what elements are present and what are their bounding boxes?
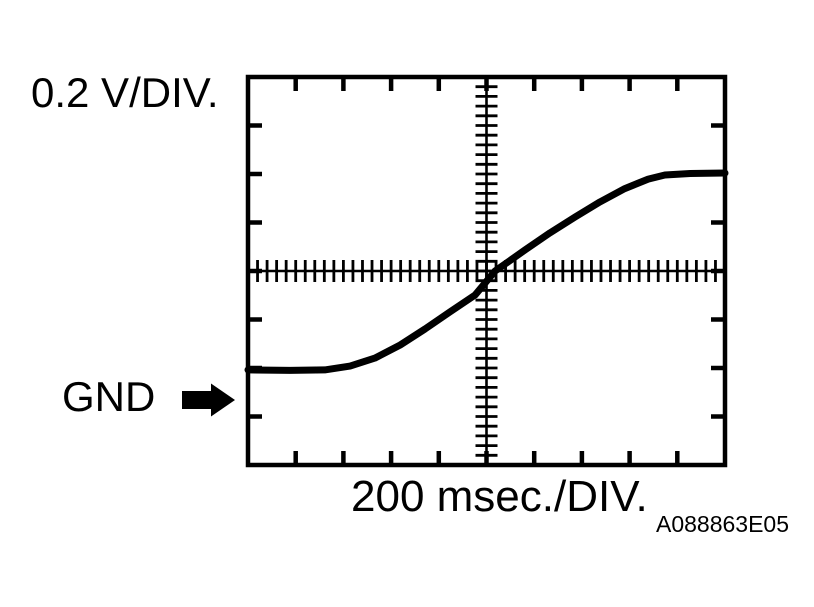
volts-per-div-label: 0.2 V/DIV. <box>31 69 219 116</box>
waveform-trace <box>244 169 729 374</box>
gnd-arrow-icon <box>182 383 235 417</box>
time-per-div-label: 200 msec./DIV. <box>351 472 648 521</box>
scope-graticule <box>245 74 728 468</box>
figure-code: A088863E05 <box>656 511 790 537</box>
gnd-label: GND <box>62 373 156 420</box>
